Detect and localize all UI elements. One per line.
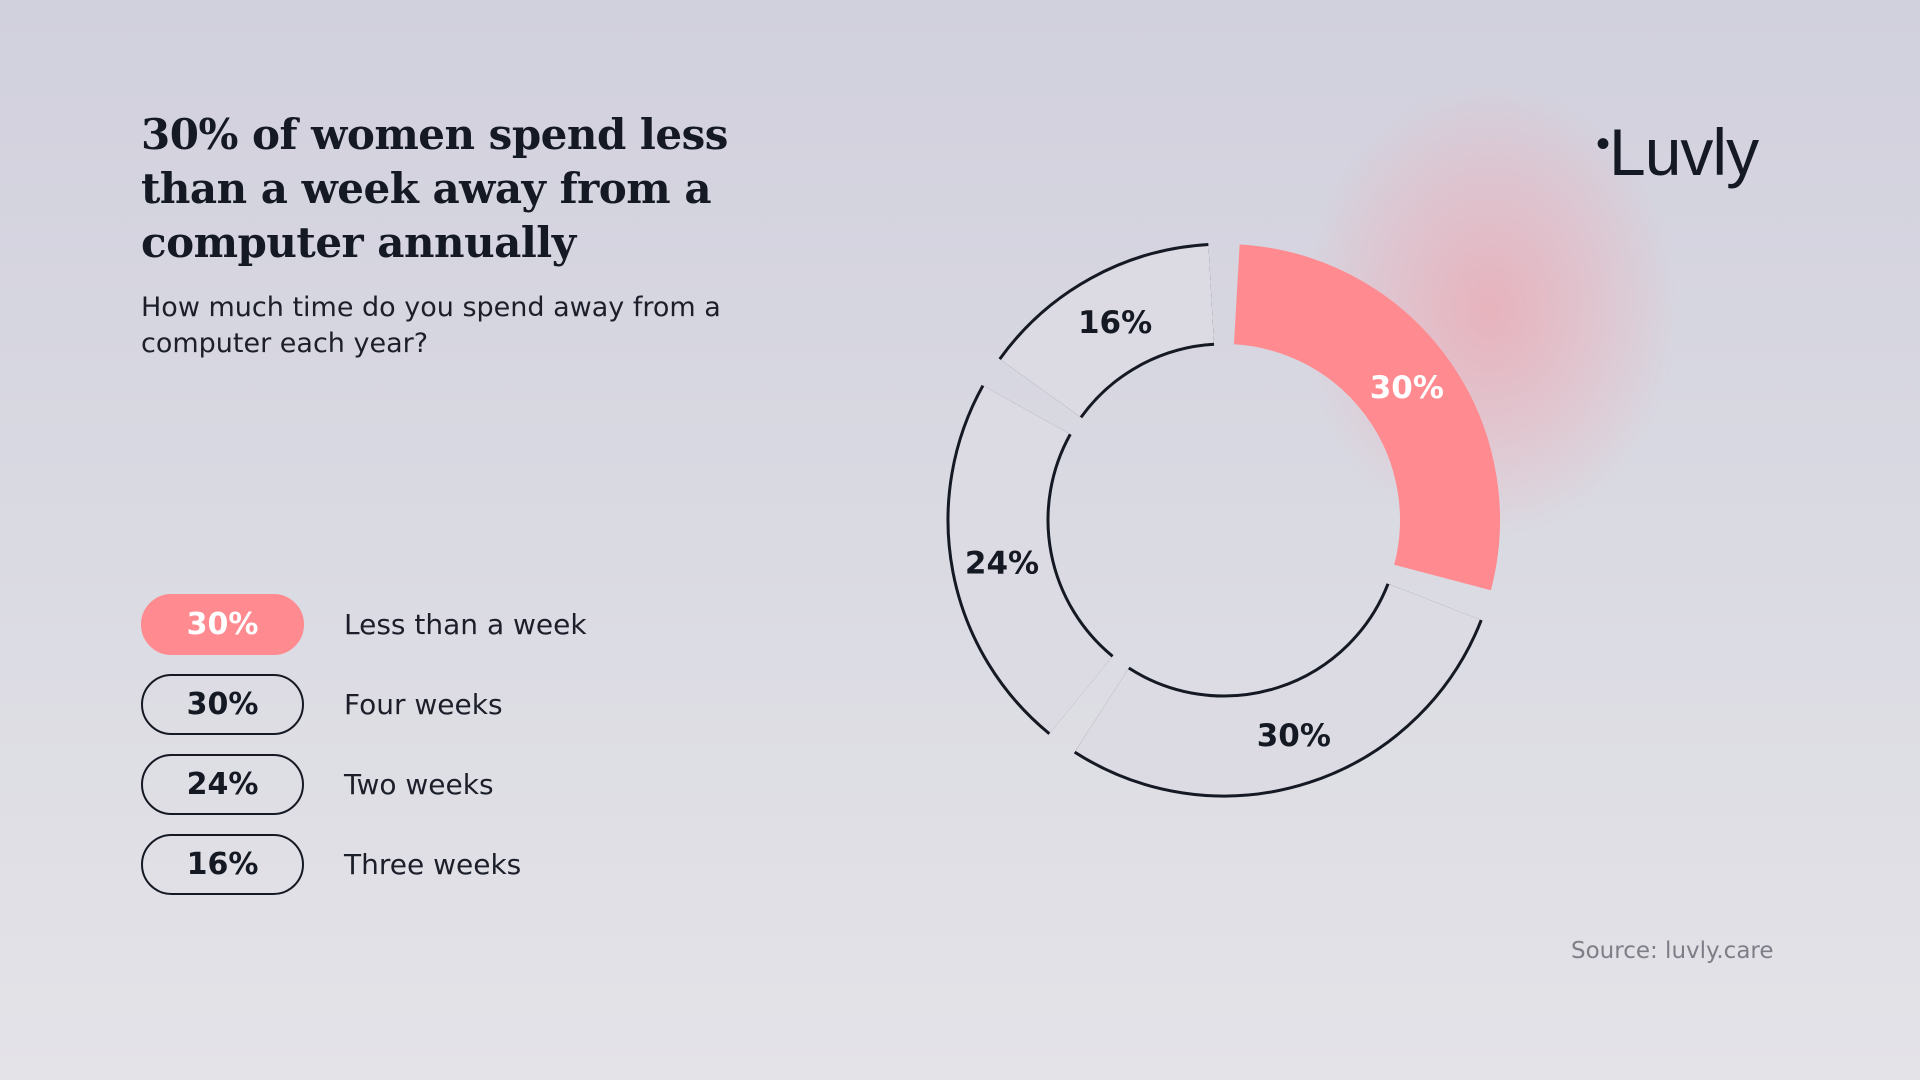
legend: 30% Less than a week 30% Four weeks 24% … [141,593,587,913]
legend-item-four-weeks: 30% Four weeks [141,673,587,735]
legend-item-three-weeks: 16% Three weeks [141,833,587,895]
donut-segment-fill [949,386,1113,733]
legend-value-badge: 16% [141,833,304,895]
legend-item-less-than-a-week: 30% Less than a week [141,593,587,655]
source-note: Source: luvly.care [1571,938,1774,964]
logo-dot: • [1596,122,1610,166]
chart-subtitle: How much time do you spend away from a c… [141,292,721,359]
legend-value-badge: 30% [141,673,304,735]
legend-label: Less than a week [344,607,587,641]
donut-label-two-weeks: 24% [965,545,1039,581]
donut-segment-fill [1075,583,1480,795]
legend-value-badge: 30% [141,593,304,655]
legend-item-two-weeks: 24% Two weeks [141,753,587,815]
legend-label: Three weeks [344,847,522,881]
donut-label-less-than-a-week: 30% [1370,370,1444,406]
donut-segment-fill [1000,245,1216,418]
donut-label-three-weeks: 16% [1078,305,1152,341]
chart-title: 30% of women spend less than a week away… [141,110,728,267]
donut-segment-less-than-a-week [1232,244,1500,591]
legend-label: Two weeks [344,767,494,801]
logo-wordmark: Luvly [1609,115,1759,189]
donut-label-four-weeks: 30% [1257,718,1331,754]
legend-label: Four weeks [344,687,503,721]
brand-logo: •Luvly [1596,108,1759,189]
legend-value-badge: 24% [141,753,304,815]
